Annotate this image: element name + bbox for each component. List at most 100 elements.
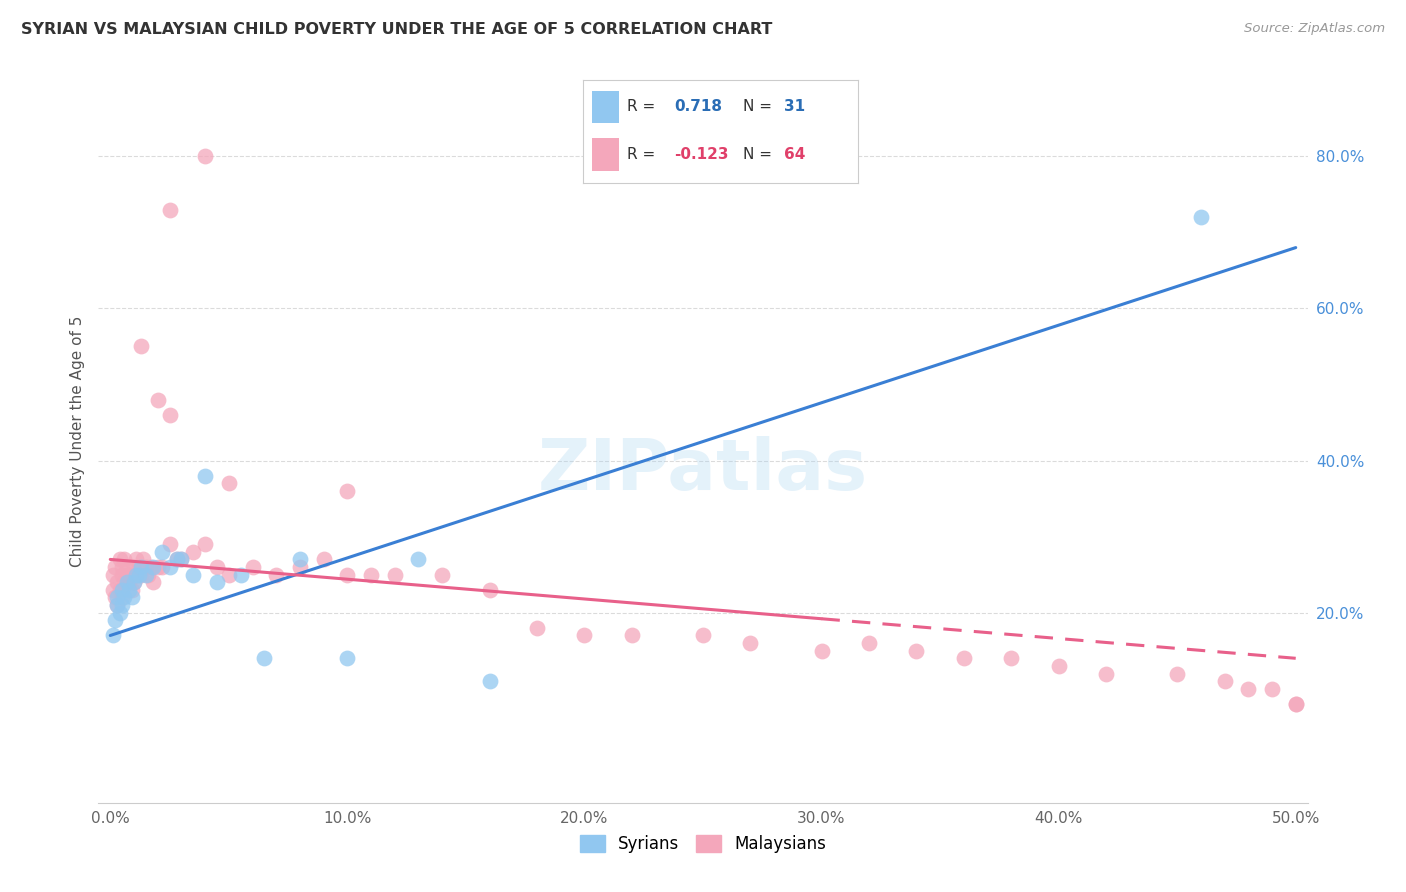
Point xyxy=(104,613,127,627)
Bar xyxy=(592,91,619,123)
Point xyxy=(105,575,128,590)
Point xyxy=(136,567,159,582)
Point xyxy=(312,552,335,566)
Point xyxy=(152,545,174,559)
Point xyxy=(118,575,141,590)
Point xyxy=(111,567,134,582)
Point xyxy=(111,582,134,597)
Point xyxy=(408,552,430,566)
Point xyxy=(526,621,548,635)
Point xyxy=(111,598,134,612)
Point xyxy=(135,567,157,582)
Point xyxy=(108,582,131,597)
Point xyxy=(574,628,596,642)
Point xyxy=(336,483,359,498)
Text: 64: 64 xyxy=(783,146,806,161)
Point xyxy=(152,560,174,574)
Point xyxy=(1261,681,1284,696)
Point xyxy=(194,537,217,551)
Point xyxy=(159,560,181,574)
Point xyxy=(121,591,143,605)
Point xyxy=(181,567,204,582)
Point xyxy=(159,537,181,551)
Point xyxy=(218,476,240,491)
Point xyxy=(1189,210,1212,224)
Point xyxy=(114,575,136,590)
Point xyxy=(129,560,152,574)
Point xyxy=(159,202,181,217)
Point xyxy=(111,560,134,574)
Point xyxy=(288,560,311,574)
Point xyxy=(740,636,762,650)
Point xyxy=(218,567,240,582)
Point xyxy=(166,552,188,566)
Text: SYRIAN VS MALAYSIAN CHILD POVERTY UNDER THE AGE OF 5 CORRELATION CHART: SYRIAN VS MALAYSIAN CHILD POVERTY UNDER … xyxy=(21,22,772,37)
Point xyxy=(139,560,162,574)
Point xyxy=(129,567,152,582)
Point xyxy=(104,591,127,605)
Point xyxy=(194,149,217,163)
Point xyxy=(108,552,131,566)
Point xyxy=(336,651,359,665)
Point xyxy=(432,567,454,582)
Point xyxy=(858,636,880,650)
Point xyxy=(952,651,974,665)
Point xyxy=(128,567,150,582)
Text: 0.718: 0.718 xyxy=(673,99,721,114)
Point xyxy=(122,575,145,590)
Point xyxy=(1285,697,1308,711)
Point xyxy=(253,651,276,665)
Point xyxy=(122,560,145,574)
Point xyxy=(170,552,193,566)
Text: 31: 31 xyxy=(783,99,804,114)
Text: -0.123: -0.123 xyxy=(673,146,728,161)
Point xyxy=(105,598,128,612)
Point xyxy=(336,567,359,582)
Point xyxy=(128,560,150,574)
Point xyxy=(288,552,311,566)
Point xyxy=(205,575,228,590)
Point xyxy=(105,591,128,605)
Legend: Syrians, Malaysians: Syrians, Malaysians xyxy=(574,828,832,860)
Point xyxy=(692,628,714,642)
Point xyxy=(125,567,148,582)
Point xyxy=(905,643,928,657)
Text: N =: N = xyxy=(742,99,772,114)
Point xyxy=(1285,697,1308,711)
Point xyxy=(1095,666,1118,681)
Point xyxy=(132,552,155,566)
Point xyxy=(105,598,128,612)
Point xyxy=(1000,651,1022,665)
Point xyxy=(101,582,124,597)
Point xyxy=(146,560,169,574)
Point xyxy=(620,628,643,642)
Point xyxy=(1047,659,1070,673)
Point xyxy=(264,567,287,582)
Point xyxy=(122,575,145,590)
Point xyxy=(135,560,157,574)
Point xyxy=(166,552,188,566)
Point xyxy=(115,567,138,582)
Point xyxy=(118,582,141,597)
Point xyxy=(118,567,141,582)
Y-axis label: Child Poverty Under the Age of 5: Child Poverty Under the Age of 5 xyxy=(69,316,84,567)
Text: R =: R = xyxy=(627,146,655,161)
Point xyxy=(108,606,131,620)
Point xyxy=(114,591,136,605)
Bar xyxy=(592,137,619,170)
Point xyxy=(101,628,124,642)
Point xyxy=(229,567,252,582)
Point xyxy=(101,567,124,582)
Text: N =: N = xyxy=(742,146,772,161)
Point xyxy=(478,674,501,689)
Point xyxy=(142,575,165,590)
Point xyxy=(1237,681,1260,696)
Point xyxy=(125,552,148,566)
Point xyxy=(115,560,138,574)
Point xyxy=(111,591,134,605)
Point xyxy=(142,560,165,574)
Point xyxy=(1166,666,1188,681)
Point xyxy=(121,582,143,597)
Point xyxy=(194,468,217,483)
Point xyxy=(104,560,127,574)
